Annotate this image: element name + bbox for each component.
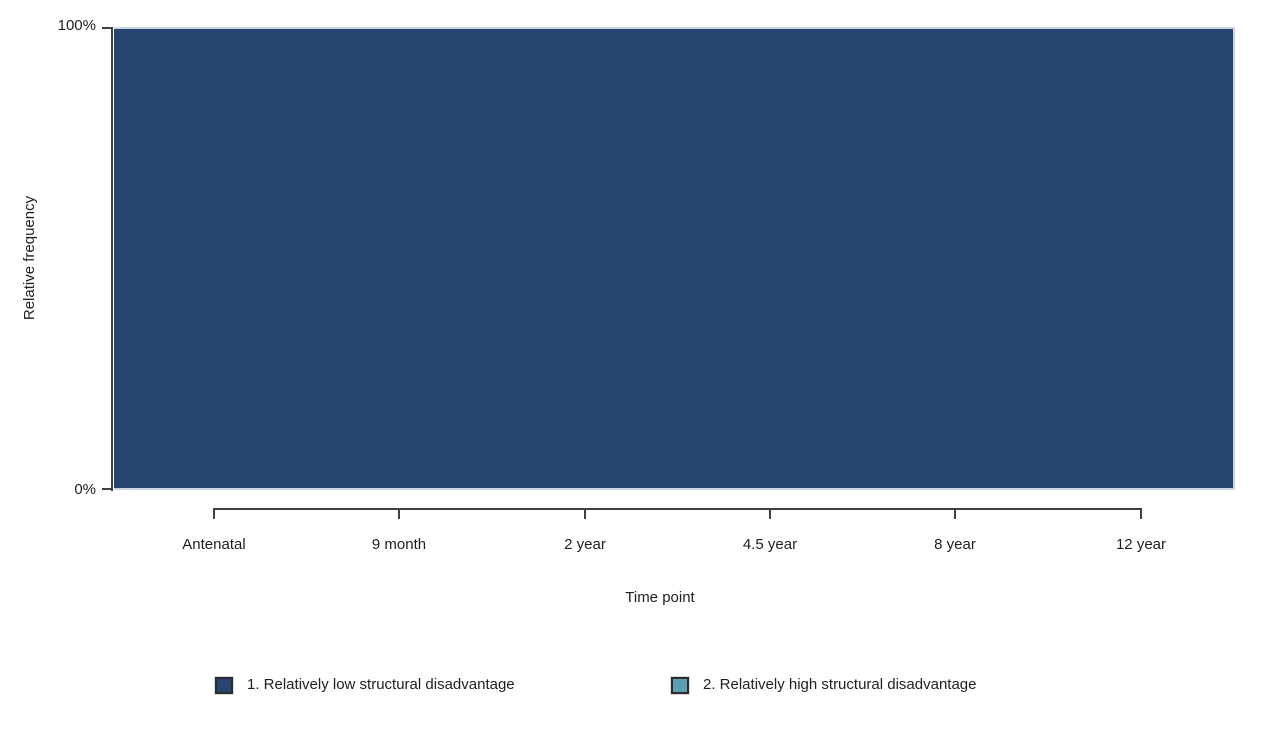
- legend-swatch-series-1: [215, 677, 233, 694]
- x-tick-label-8year: 8 year: [934, 536, 976, 553]
- y-axis-title: Relative frequency: [21, 195, 38, 321]
- x-tick-label-45year: 4.5 year: [742, 536, 798, 553]
- legend-label-series-2: 2. Relatively high structural disadvanta…: [703, 676, 977, 693]
- x-axis-tick-12year: [1140, 509, 1142, 519]
- x-tick-label-9month: 9 month: [371, 536, 427, 553]
- x-axis-tick-9month: [398, 509, 400, 519]
- x-tick-label-12year: 12 year: [1115, 536, 1167, 553]
- x-axis-tick-antenatal: [213, 509, 215, 519]
- plot-area-series-1-fill: [114, 27, 1235, 490]
- x-axis-line: [213, 508, 1142, 510]
- y-axis-line: [111, 27, 113, 491]
- x-tick-label-antenatal: Antenatal: [182, 536, 246, 553]
- x-axis-tick-45year: [769, 509, 771, 519]
- y-axis-tick-100: [102, 27, 112, 29]
- y-tick-label-100: 100%: [57, 17, 96, 34]
- x-axis-tick-8year: [954, 509, 956, 519]
- x-axis-title: Time point: [625, 589, 695, 606]
- legend-swatch-series-2: [671, 677, 689, 694]
- x-tick-label-2year: 2 year: [564, 536, 606, 553]
- legend-label-series-1: 1. Relatively low structural disadvantag…: [247, 676, 515, 693]
- y-tick-label-0: 0%: [74, 481, 96, 498]
- x-axis-tick-2year: [584, 509, 586, 519]
- y-axis-tick-0: [102, 488, 112, 490]
